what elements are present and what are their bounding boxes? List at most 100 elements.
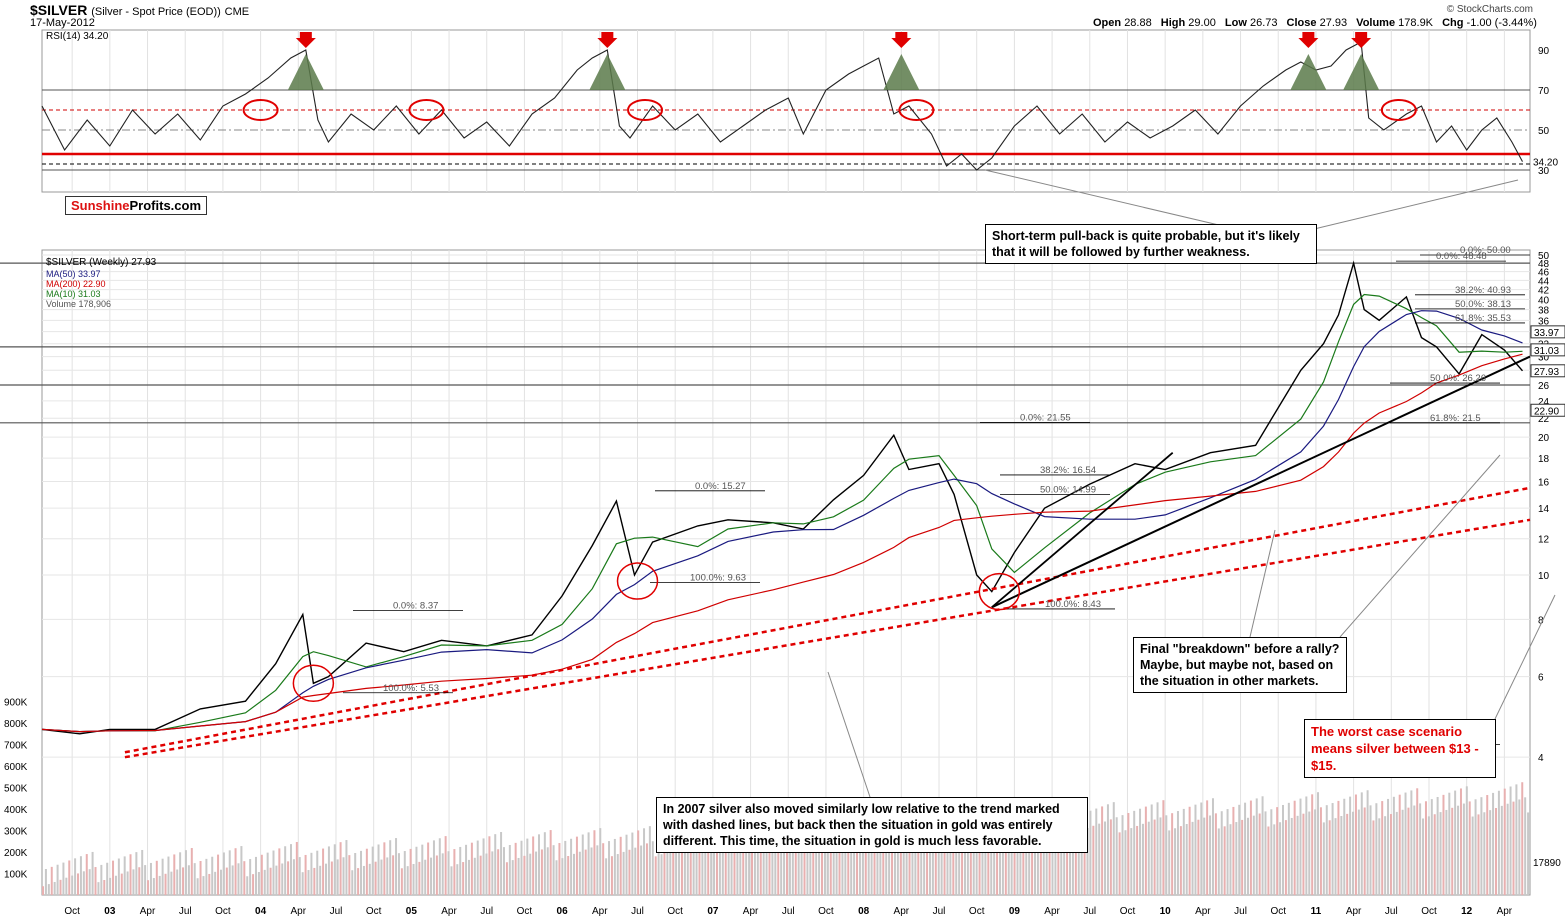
volume-bar [290,844,292,895]
volume-bar [1378,818,1381,895]
volume-bar [1258,813,1261,895]
fib-label: 0.0%: 48.48 [1436,251,1487,262]
fib-label: 0.0%: 15.27 [695,481,746,492]
rsi-circle-highlight [898,99,935,121]
volume-bar [1112,802,1115,895]
volume-bar [832,839,835,895]
volume-bar [1290,817,1293,895]
price-y-tick: 36 [1538,316,1550,327]
volume-bar [540,849,543,895]
volume-bar [1069,834,1072,895]
quote-bar: Open 28.88 High 29.00 Low 26.73 Close 27… [1093,17,1543,29]
volume-bar [109,877,112,895]
volume-bar [1080,830,1083,895]
volume-bar [867,827,870,895]
volume-bar [500,832,503,895]
volume-bar [103,880,106,895]
price-y-tick: 16 [1538,478,1550,489]
volume-bar [1054,823,1057,895]
volume-bar [815,846,818,895]
volume-bar [1156,802,1159,895]
volume-bar [1252,815,1255,895]
volume-bar [1276,807,1279,895]
rsi-overbought-fill [1290,54,1327,90]
volume-bar [861,829,864,895]
volume-bar [1255,798,1258,895]
volume-bar [438,838,441,895]
x-tick-label: Oct [1270,906,1286,917]
pointer-line [1249,529,1276,638]
volume-bar [71,875,74,895]
volume-bar [173,854,176,895]
volume-bar [482,838,485,895]
volume-tick: 400K [4,805,28,816]
volume-bar [441,853,444,895]
x-tick-label: Jul [179,906,192,917]
volume-bar [998,827,1001,895]
volume-bar [532,836,535,895]
volume-bar [473,857,476,895]
volume-bar [161,858,164,895]
volume-bar [581,834,584,895]
fib-label: 100.0%: 9.63 [690,572,746,583]
volume-bar [1445,809,1448,895]
volume-bar [1442,794,1445,895]
volume-bar [231,865,234,895]
volume-bar [1034,814,1036,895]
volume-bar [1185,824,1188,895]
volume-bar [50,866,53,895]
volume-bar [488,836,491,895]
volume-bar [1209,815,1212,895]
volume-bar [42,886,44,895]
volume-bar [322,848,325,895]
volume-bar [313,867,316,895]
volume-bar [389,840,392,895]
volume-bar [1004,825,1007,895]
volume-bar [1220,811,1223,895]
volume-bar [158,875,161,895]
volume-bar [1349,796,1352,895]
volume-bar [1229,824,1232,895]
volume-bar [421,844,424,895]
volume-bar [1398,794,1401,895]
volume-bar [164,873,167,895]
volume-bar [963,840,966,895]
volume-bar [520,840,523,895]
price-label-box [1530,325,1565,339]
low-circle-highlight [978,572,1021,611]
volume-bar [1194,804,1197,895]
volume-bar [1308,811,1311,895]
ma200-line [41,353,1523,733]
volume-bar [1512,801,1515,895]
volume-bar [1077,814,1080,895]
x-tick-label: Oct [215,906,231,917]
volume-bar [1025,834,1028,895]
volume-bar [360,850,363,895]
volume-bar [336,859,339,895]
volume-bar [1241,819,1244,895]
volume-bar [348,855,351,895]
volume-bar [759,850,762,895]
volume-bar [546,847,549,895]
volume-bar [252,874,255,895]
ma10-line [41,293,1523,733]
volume-bar [704,822,707,895]
volume-bar [567,856,570,895]
volume-bar [1279,822,1282,895]
volume-bar [1503,788,1506,895]
volume-bar [1427,816,1430,895]
chart-date: 17-May-2012 [30,17,95,29]
volume-bar [459,846,462,895]
down-arrow-icon [295,32,316,48]
volume-bar [838,837,841,895]
volume-bar [535,851,538,895]
x-tick-label: Jul [782,906,795,917]
volume-bar [570,838,573,895]
volume-bar [243,861,246,895]
volume-bar [1422,818,1425,895]
volume-bar [491,851,494,895]
volume-bar [91,851,94,895]
volume-bar [896,816,899,895]
volume-bar [1410,790,1413,895]
volume-bar [899,831,902,895]
